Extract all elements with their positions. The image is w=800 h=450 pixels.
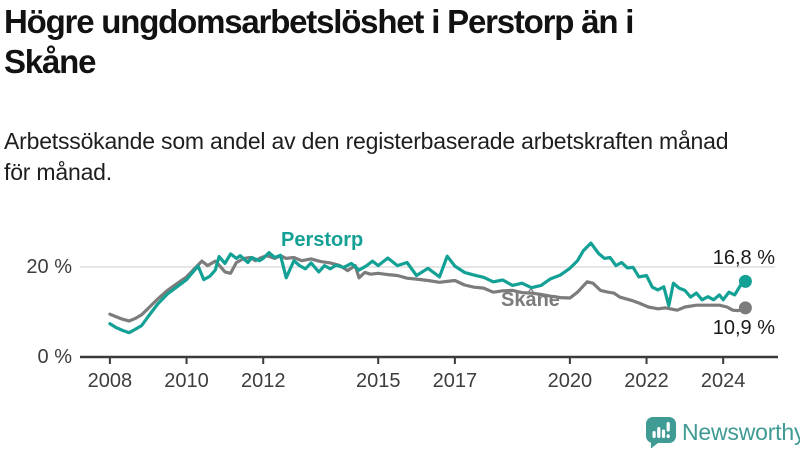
skane-end-dot [738, 301, 752, 315]
y-tick-label-20: 20 % [26, 255, 72, 278]
newsworthy-logo: Newsworthy [645, 416, 800, 448]
newsworthy-logo-icon [646, 417, 676, 448]
perstorp-line [108, 241, 748, 335]
logo-bar-3 [661, 429, 666, 438]
x-tick-label-2008: 2008 [87, 370, 133, 392]
x-tick-label-2015: 2015 [355, 370, 401, 392]
x-tick-label-2017: 2017 [432, 370, 478, 392]
logo-exclamation-dot [666, 434, 670, 438]
perstorp-end-dot [738, 274, 752, 288]
logo-bar-1 [652, 431, 656, 438]
subtitle-line-2: för månad. [4, 159, 112, 185]
perstorp-series-label: Perstorp [281, 229, 364, 251]
skane-end-value-label: 10,9 % [712, 317, 775, 339]
x-tick-label-2022: 2022 [624, 370, 669, 392]
x-tick-label-2020: 2020 [547, 370, 593, 392]
skane-series-label: Skåne [501, 289, 560, 311]
page-title: Högre ungdomsarbetslöshet i Perstorp än … [4, 2, 796, 82]
x-tick-label-2010: 2010 [164, 370, 209, 392]
title-line-1: Högre ungdomsarbetslöshet i Perstorp än … [4, 3, 634, 40]
x-tick-label-2012: 2012 [240, 370, 286, 392]
title-line-2: Skåne [4, 43, 96, 80]
perstorp-end-value-label: 16,8 % [712, 247, 775, 269]
brand-name: Newsworthy [682, 419, 800, 445]
logo-exclamation-bar [666, 422, 670, 432]
chart-subtitle: Arbetssökande som andel av den registerb… [4, 126, 796, 188]
x-tick-label-2024: 2024 [700, 370, 746, 392]
logo-bar-2 [657, 427, 661, 438]
skane-line [108, 254, 748, 323]
y-tick-label-0: 0 % [37, 346, 72, 368]
subtitle-line-1: Arbetssökande som andel av den registerb… [4, 128, 729, 154]
